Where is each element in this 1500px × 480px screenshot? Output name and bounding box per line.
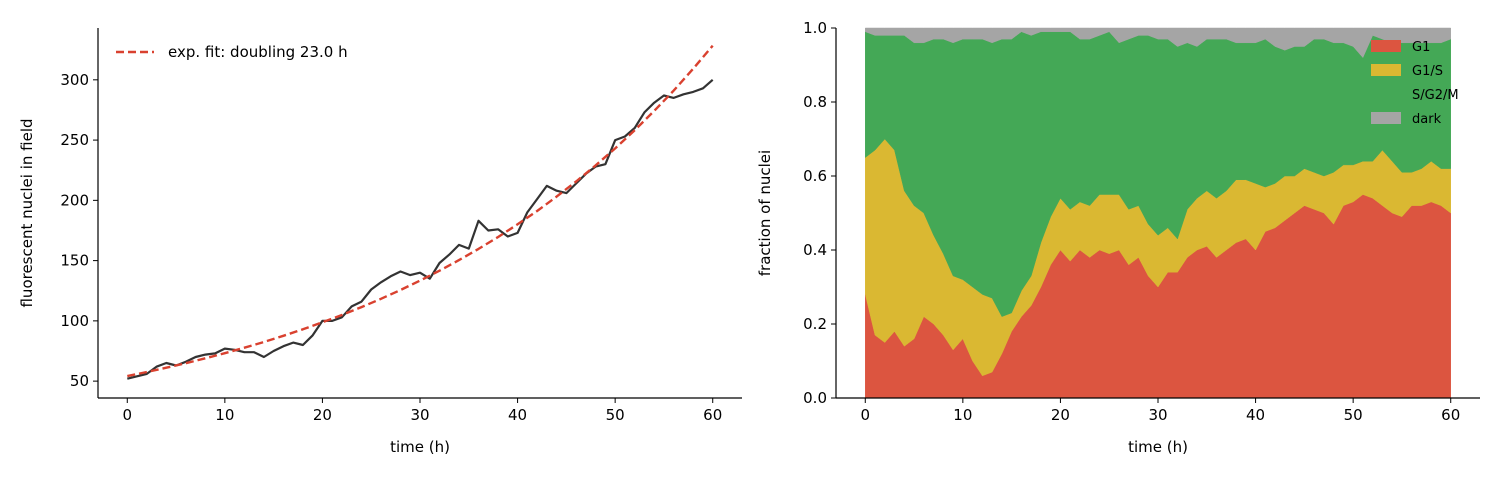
legend-label: G1/S [1412,64,1443,79]
legend-label: G1 [1412,40,1430,55]
y-tick-label: 1.0 [803,19,827,37]
x-tick-label: 0 [122,406,132,424]
x-tick-label: 0 [860,406,870,424]
x-tick-label: 60 [703,406,722,424]
x-tick-label: 20 [1051,406,1070,424]
x-tick-label: 50 [606,406,625,424]
y-tick-label: 100 [60,312,89,330]
x-tick-label: 60 [1441,406,1460,424]
left-panel-nuclei-count: exp. fit: doubling 23.0 h 0 10 20 30 40 50 60 50… [18,28,742,456]
y-axis-label: fluorescent nuclei in field [18,118,36,307]
right-panel-phase-fractions: G1 G1/S S/G2/M dark 0 10 20 30 40 50 60 0.0 0.2 0.4 0.… [756,19,1480,456]
y-tick-label: 200 [60,191,89,209]
y-tick-label: 0.4 [803,241,827,259]
y-tick-label: 50 [70,372,89,390]
y-tick-label: 0.8 [803,93,827,111]
x-tick-label: 30 [410,406,429,424]
x-tick-label: 10 [215,406,234,424]
x-tick-label: 20 [313,406,332,424]
x-tick-label: 30 [1148,406,1167,424]
y-tick-label: 250 [60,131,89,149]
y-tick-label: 0.2 [803,315,827,333]
legend-swatch [1371,64,1401,76]
y-tick-label: 150 [60,252,89,270]
area-dark [865,27,1451,59]
legend-swatch [1371,112,1401,124]
legend-fit-label: exp. fit: doubling 23.0 h [168,43,348,61]
legend-swatch [1371,88,1401,100]
x-axis-label: time (h) [390,438,450,456]
legend-label: S/G2/M [1412,88,1459,103]
legend-swatch [1371,40,1401,52]
y-tick-label: 0.6 [803,167,827,185]
y-axis-label: fraction of nuclei [756,150,774,276]
x-tick-label: 10 [953,406,972,424]
y-tick-label: 0.0 [803,389,827,407]
x-tick-label: 40 [1246,406,1265,424]
y-tick-label: 300 [60,71,89,89]
fit-line [127,44,714,378]
x-tick-label: 50 [1344,406,1363,424]
x-tick-label: 40 [508,406,527,424]
legend-label: dark [1412,112,1442,127]
x-axis-label: time (h) [1128,438,1188,456]
observed-count-line [127,78,714,380]
